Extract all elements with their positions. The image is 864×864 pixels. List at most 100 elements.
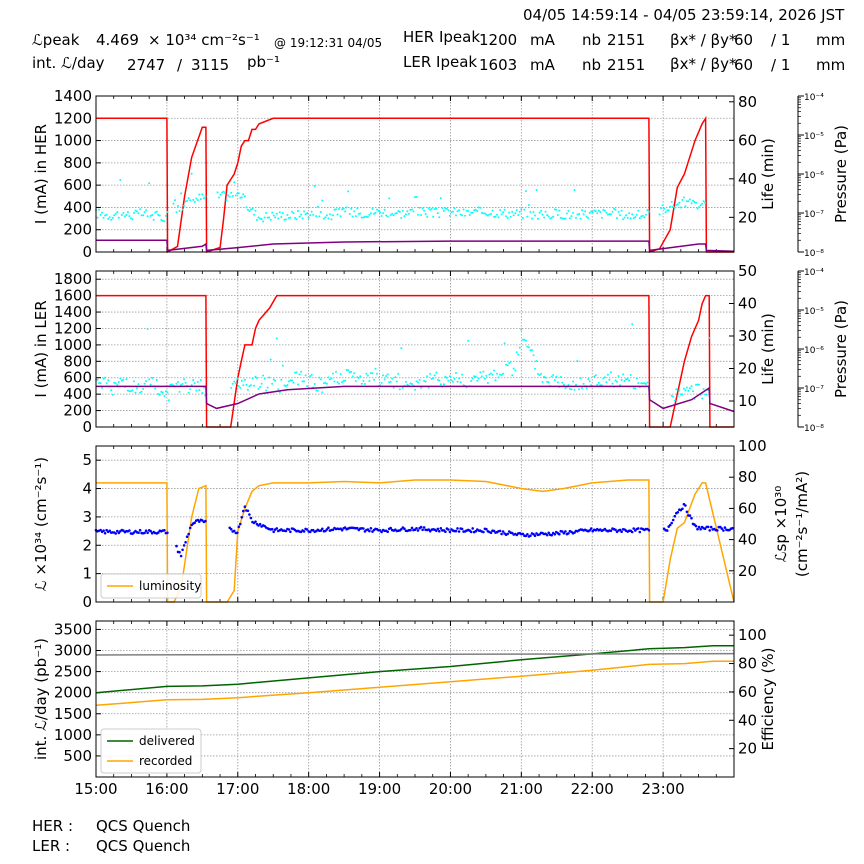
- panel-1-point: [670, 200, 673, 203]
- panel-1-point: [702, 200, 705, 203]
- panel-4-xtick-label: 22:00: [571, 780, 614, 798]
- panel-1-y2label: Life (min): [759, 138, 777, 210]
- panel-3-point: [699, 527, 702, 531]
- ler-beta-label: βx* / βy*: [670, 55, 737, 73]
- panel-1-point: [682, 196, 685, 199]
- panel-1-point: [572, 211, 574, 214]
- panel-3-point: [439, 527, 443, 530]
- panel-1-ytick-label: 600: [63, 176, 92, 194]
- panel-1-point: [117, 216, 120, 219]
- panel-2-point: [432, 377, 435, 380]
- panel-1-point: [186, 199, 189, 202]
- panel-3-point: [460, 527, 464, 531]
- panel-3-point: [157, 531, 160, 534]
- panel-1-point: [105, 213, 108, 216]
- panel-1-point: [550, 216, 553, 219]
- panel-3-point: [143, 531, 146, 535]
- panel-3-frame: [95, 445, 735, 603]
- panel-3-ytick-label: 3: [82, 508, 92, 526]
- panel-3-point: [258, 522, 262, 526]
- panel-2-point: [420, 386, 423, 389]
- panel-2-point: [477, 377, 480, 380]
- panel-3-point: [444, 530, 447, 533]
- panel-3-point: [187, 532, 190, 536]
- panel-1-point: [163, 220, 166, 223]
- ler-nb-value: 2151: [607, 56, 646, 74]
- panel-2-point: [171, 383, 173, 386]
- panel-2-point: [473, 375, 476, 378]
- panel-2-point: [126, 389, 129, 392]
- time-range: 04/05 14:59:14 - 04/05 23:59:14, 2026 JS…: [523, 6, 845, 24]
- panel-3-point: [144, 529, 148, 532]
- panel-2-point: [480, 375, 483, 378]
- panel-1-point: [342, 207, 345, 210]
- panel-1-point: [269, 218, 272, 221]
- panel-1-point: [139, 208, 142, 211]
- panel-2-point: [429, 372, 432, 375]
- panel-1-point: [196, 199, 199, 202]
- panel-1-point: [129, 217, 132, 220]
- panel-2-point: [297, 383, 299, 386]
- panel-1-point: [160, 219, 163, 221]
- panel-1-point: [521, 217, 524, 219]
- panel-3-point: [166, 531, 169, 535]
- panel-1-point: [146, 215, 149, 218]
- panel-1-point: [499, 209, 502, 211]
- panel-1-point: [448, 214, 451, 217]
- panel-2-point: [524, 339, 527, 342]
- panel-1-point: [400, 216, 403, 219]
- panel-1-point: [368, 213, 371, 216]
- panel-1-point: [479, 206, 482, 209]
- panel-1-point: [631, 213, 634, 216]
- panel-1-point: [230, 191, 233, 194]
- panel-3-point: [489, 531, 493, 535]
- panel-2-point: [518, 346, 521, 349]
- panel-1-point: [344, 210, 347, 213]
- panel-3-point: [229, 527, 233, 531]
- panel-3-point: [676, 511, 680, 514]
- panel-1-point: [561, 217, 564, 220]
- panel-3-point: [521, 532, 525, 536]
- panel-1-point: [277, 217, 280, 220]
- int-lum-sep: /: [177, 56, 183, 74]
- panel-2-point: [280, 378, 283, 381]
- panel-2-point: [503, 342, 506, 345]
- panel-3-point: [454, 529, 458, 533]
- panel-2-point: [435, 371, 438, 374]
- panel-1-point: [388, 197, 391, 200]
- panel-2-point: [107, 379, 110, 382]
- panel-3-point: [368, 529, 371, 533]
- panel-1-point: [371, 207, 374, 210]
- panel-3-point: [386, 530, 390, 533]
- panel-2-y3tick-label: 10⁻⁴: [804, 268, 824, 278]
- panel-1-point: [316, 205, 319, 208]
- panel-1-point: [488, 213, 491, 216]
- panel-1-point: [272, 214, 275, 217]
- panel-1-point: [433, 208, 436, 210]
- panel-3-point: [362, 527, 365, 530]
- panel-1-point: [485, 213, 488, 216]
- panel-1-point: [687, 200, 690, 203]
- panel-3-point: [275, 527, 279, 530]
- panel-2-point: [102, 377, 105, 380]
- panel-2-point: [248, 385, 251, 388]
- panel-1-point: [602, 208, 605, 211]
- panel-1-point: [688, 198, 691, 201]
- panel-1-point: [351, 215, 354, 218]
- panel-3-plot-area: [96, 446, 734, 602]
- panel-1-point: [263, 216, 266, 219]
- panel-1-point: [119, 178, 122, 181]
- panel-2-point: [335, 370, 337, 373]
- panel-2-point: [190, 384, 193, 387]
- panel-1-point: [444, 207, 447, 210]
- panel-1-point: [336, 213, 339, 216]
- panel-3-point: [422, 526, 426, 529]
- panel-2-point: [436, 378, 439, 381]
- her-beta-unit: mm: [816, 31, 846, 49]
- panel-3-point: [720, 527, 724, 530]
- panel-2-point: [254, 375, 257, 378]
- panel-2-point: [281, 364, 284, 367]
- panel-1-point: [300, 213, 303, 216]
- panel-2-point: [231, 382, 234, 385]
- panel-2-point: [178, 390, 181, 393]
